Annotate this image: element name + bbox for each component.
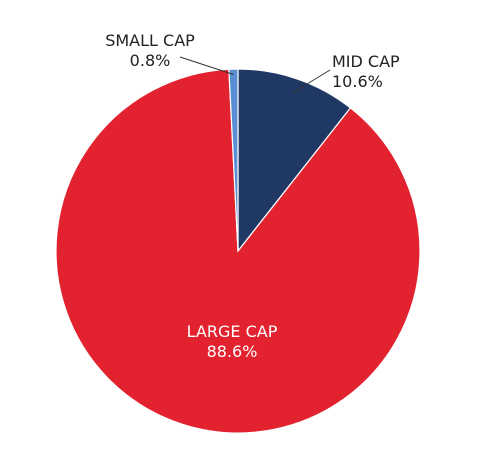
pie-slice-mid-cap bbox=[237, 68, 352, 253]
pie-slice-large-cap bbox=[55, 68, 421, 434]
leader-line-mid-cap bbox=[292, 69, 331, 94]
slice-label-mid-cap: MID CAP bbox=[332, 52, 400, 71]
slice-value-mid-cap: 10.6% bbox=[332, 72, 383, 91]
pie-slices bbox=[55, 68, 421, 434]
slice-label-large-cap: LARGE CAP bbox=[187, 322, 278, 341]
pie-slice-small-cap bbox=[228, 68, 239, 252]
leader-line-small-cap bbox=[179, 56, 234, 75]
slice-label-small-cap: SMALL CAP bbox=[105, 31, 195, 50]
slice-value-large-cap: 88.6% bbox=[207, 342, 258, 361]
leader-lines bbox=[179, 56, 331, 94]
slice-value-small-cap: 0.8% bbox=[130, 51, 171, 70]
